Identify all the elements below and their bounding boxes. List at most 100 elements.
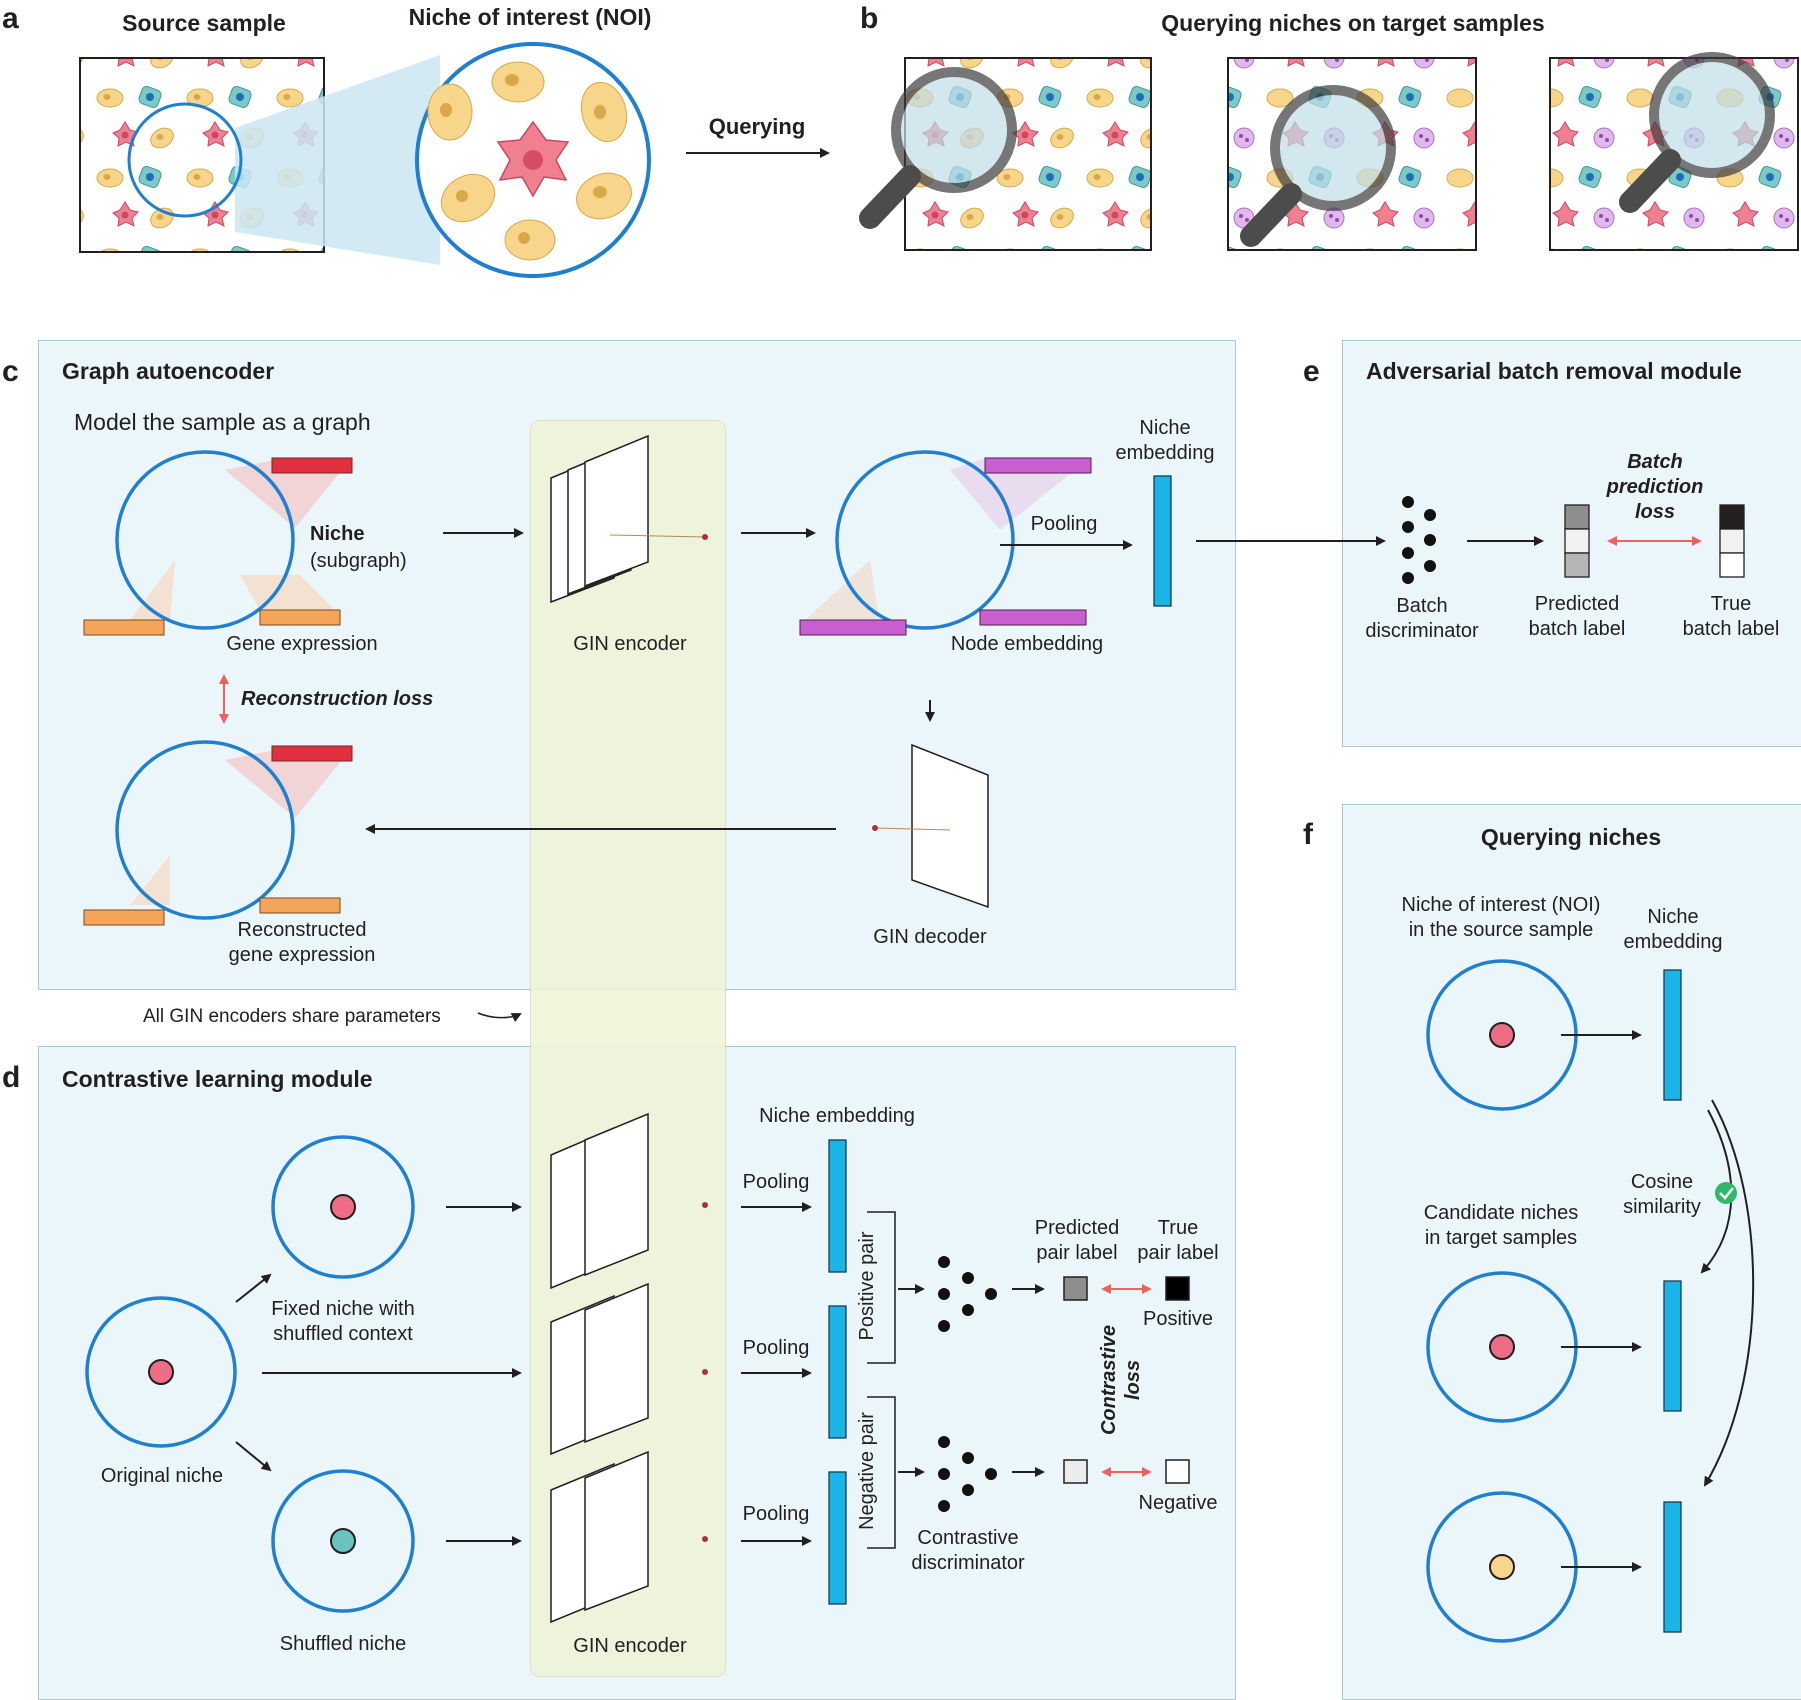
negative-label: Negative	[1138, 1492, 1218, 1514]
panel-c-title: Graph autoencoder	[62, 358, 275, 384]
panel-letter-d: d	[2, 1061, 21, 1094]
positive-pair-bracket	[867, 1211, 896, 1364]
source-sample-title: Source sample	[122, 10, 286, 36]
niche-embedding-vector-f2	[1663, 1280, 1682, 1412]
candidate-niche-graph-1	[1426, 1271, 1578, 1423]
contrastive-discriminator-positive-net	[938, 1256, 997, 1332]
positive-label: Positive	[1142, 1308, 1214, 1330]
niche-embedding-vector-c	[1153, 475, 1172, 607]
node-embedding-label: Node embedding	[950, 633, 1104, 655]
niche-embedding-label-c1: Niche	[1139, 417, 1191, 439]
fixed-niche-label-1: Fixed niche with	[271, 1298, 415, 1320]
true-batch-label-1: True	[1710, 593, 1752, 615]
gin-encoder-label-d: GIN encoder	[573, 1635, 687, 1657]
predicted-pair-label-1: Predicted	[1034, 1217, 1120, 1239]
panel-e-title: Adversarial batch removal module	[1366, 358, 1742, 384]
gene-expression-vectors	[83, 457, 353, 636]
noi-source-label-1: Niche of interest (NOI)	[1401, 894, 1601, 916]
batch-discriminator-net	[1402, 496, 1436, 584]
batch-discriminator-label-2: discriminator	[1365, 620, 1479, 642]
original-niche-graph	[85, 1296, 237, 1448]
target-sample-2	[1227, 57, 1477, 251]
shared-parameters-note: All GIN encoders share parameters	[143, 1006, 441, 1027]
noi-small-circle	[127, 102, 243, 218]
predicted-pair-label-negative	[1063, 1459, 1088, 1484]
reconstructed-label-2: gene expression	[228, 944, 376, 966]
cosine-similarity-label-2: similarity	[1623, 1196, 1701, 1218]
niche-embedding-vector-f1	[1663, 969, 1682, 1101]
gin-decoder-label: GIN decoder	[873, 926, 987, 948]
predicted-batch-label-1: Predicted	[1534, 593, 1620, 615]
panel-c-subtitle: Model the sample as a graph	[74, 409, 371, 435]
contrastive-loss-line1: Contrastive	[1098, 1324, 1120, 1436]
batch-discriminator-label-1: Batch	[1396, 595, 1448, 617]
true-pair-label-negative	[1165, 1459, 1190, 1484]
predicted-pair-label-2: pair label	[1036, 1242, 1118, 1264]
negative-pair-bracket	[867, 1396, 896, 1549]
reconstruction-loss-label: Reconstruction loss	[241, 688, 434, 710]
reconstructed-label-1: Reconstructed	[237, 919, 367, 941]
original-niche-label: Original niche	[100, 1465, 224, 1487]
negative-pair-label: Negative pair	[856, 1412, 878, 1530]
gene-expression-label: Gene expression	[226, 633, 378, 655]
true-batch-label	[1719, 504, 1745, 578]
candidate-niches-label-2: in target samples	[1424, 1227, 1578, 1249]
cosine-arc-far	[1703, 1099, 1755, 1487]
panel-d-title: Contrastive learning module	[62, 1066, 373, 1092]
pooling-label-d3: Pooling	[742, 1503, 810, 1525]
predicted-batch-label	[1564, 504, 1590, 578]
niche-embedding-vector-d3	[828, 1471, 847, 1605]
pooling-label-d1: Pooling	[742, 1171, 810, 1193]
check-icon	[1715, 1182, 1737, 1204]
contrastive-discriminator-label-1: Contrastive	[917, 1527, 1019, 1549]
niche-embedding-label-d: Niche embedding	[759, 1105, 915, 1127]
niche-subgraph-label: (subgraph)	[310, 550, 407, 572]
panel-letter-f: f	[1303, 818, 1313, 851]
candidate-niches-label-1: Candidate niches	[1423, 1202, 1579, 1224]
noi-niche-graph-f	[1426, 959, 1578, 1111]
cosine-similarity-label-1: Cosine	[1630, 1171, 1694, 1193]
predicted-pair-label-positive	[1063, 1276, 1088, 1301]
niche-embedding-label-f2: embedding	[1623, 931, 1723, 953]
panel-f-title: Querying niches	[1480, 824, 1662, 850]
fixed-niche-label-2: shuffled context	[273, 1323, 413, 1345]
contrastive-discriminator-label-2: discriminator	[911, 1552, 1025, 1574]
contrastive-discriminator-negative-net	[938, 1436, 997, 1512]
pooling-label-c: Pooling	[1030, 513, 1098, 535]
panel-letter-b: b	[860, 2, 879, 35]
noi-cells	[427, 61, 632, 261]
contrastive-loss-label: Contrastive loss	[1097, 1325, 1145, 1435]
querying-label: Querying	[708, 114, 806, 139]
contrastive-loss-line2: loss	[1122, 1359, 1144, 1401]
niche-embedding-vector-d1	[828, 1139, 847, 1273]
niche-label: Niche	[310, 523, 365, 545]
niche-embedding-vector-d2	[828, 1305, 847, 1439]
gin-decoder	[872, 743, 989, 909]
batch-loss-label-2: prediction	[1606, 476, 1704, 498]
true-pair-label-positive	[1165, 1276, 1190, 1301]
reconstructed-graph	[83, 740, 353, 926]
panel-letter-a: a	[2, 2, 19, 35]
positive-pair-label: Positive pair	[856, 1231, 878, 1341]
panel-b-title: Querying niches on target samples	[1161, 10, 1545, 36]
batch-loss-label-1: Batch	[1627, 451, 1683, 473]
shuffled-niche-graph	[271, 1469, 415, 1613]
gin-encoder-c	[550, 434, 708, 604]
target-sample-3	[1549, 52, 1799, 251]
batch-loss-label-3: loss	[1634, 501, 1676, 523]
pooling-label-d2: Pooling	[742, 1337, 810, 1359]
panel-letter-e: e	[1303, 355, 1320, 388]
node-embedding-graph	[799, 450, 1092, 636]
fixed-niche-graph	[271, 1135, 415, 1279]
noi-title: Niche of interest (NOI)	[408, 4, 652, 30]
panel-letter-c: c	[2, 355, 19, 388]
niche-embedding-label-f1: Niche	[1647, 906, 1699, 928]
sample-graph-niche	[115, 450, 350, 630]
niche-embedding-label-c2: embedding	[1115, 442, 1215, 464]
shuffled-niche-label: Shuffled niche	[279, 1633, 407, 1655]
target-sample-1	[859, 57, 1152, 251]
noi-source-label-2: in the source sample	[1408, 919, 1594, 941]
niche-embedding-vector-f3	[1663, 1501, 1682, 1633]
true-pair-label-2: pair label	[1137, 1242, 1219, 1264]
